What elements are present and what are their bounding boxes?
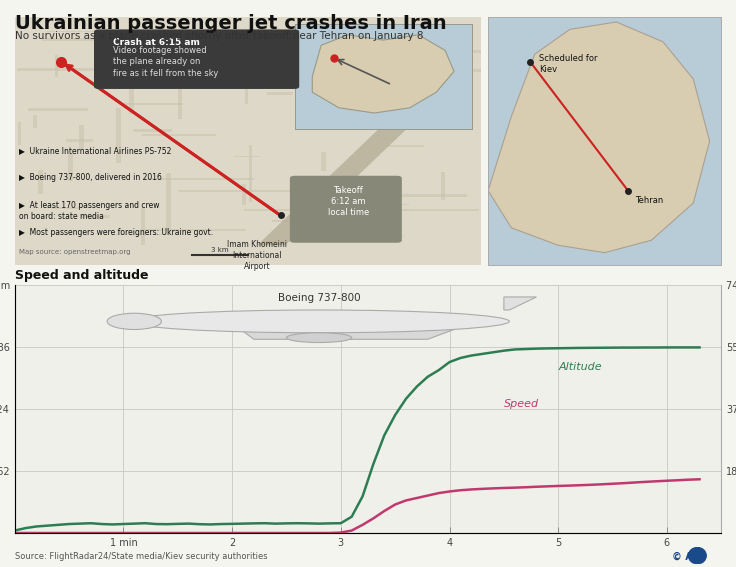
Bar: [66, 139, 93, 142]
Bar: [241, 184, 246, 205]
Bar: [377, 112, 439, 113]
Bar: [313, 44, 316, 92]
Polygon shape: [504, 297, 537, 310]
Text: Tehran: Tehran: [635, 196, 663, 205]
Text: Takeoff
6:12 am
local time: Takeoff 6:12 am local time: [328, 186, 369, 217]
Text: Altitude: Altitude: [558, 362, 602, 372]
Bar: [80, 215, 110, 218]
Bar: [352, 209, 479, 211]
Text: Crash at 6:15 am: Crash at 6:15 am: [113, 38, 199, 47]
Text: ▶  Ukraine International Airlines PS-752: ▶ Ukraine International Airlines PS-752: [19, 146, 171, 155]
FancyBboxPatch shape: [94, 29, 300, 89]
Bar: [234, 156, 261, 157]
Bar: [336, 12, 342, 64]
Text: Ukrainian passenger jet crashes in Iran: Ukrainian passenger jet crashes in Iran: [15, 14, 446, 33]
Bar: [334, 125, 447, 128]
Bar: [387, 145, 425, 147]
Bar: [141, 208, 145, 245]
Bar: [42, 38, 178, 41]
Bar: [250, 145, 252, 202]
Bar: [46, 31, 160, 32]
Bar: [414, 90, 417, 119]
Bar: [28, 108, 88, 111]
Polygon shape: [488, 22, 710, 253]
Bar: [409, 50, 502, 53]
Text: Scheduled for
Kiev: Scheduled for Kiev: [539, 54, 598, 74]
Bar: [110, 234, 168, 235]
Bar: [145, 177, 254, 180]
Text: ▶  At least 170 passengers and crew
on board: state media: ▶ At least 170 passengers and crew on bo…: [19, 201, 160, 221]
Text: Speed and altitude: Speed and altitude: [15, 269, 148, 282]
Polygon shape: [232, 323, 471, 339]
Text: © AFP: © AFP: [672, 551, 707, 561]
Ellipse shape: [129, 310, 509, 333]
Bar: [441, 172, 445, 200]
Bar: [124, 103, 183, 105]
FancyBboxPatch shape: [290, 176, 402, 243]
Text: No survivors as a plane crashed shortly after takeoff near Tehran on January 8: No survivors as a plane crashed shortly …: [15, 31, 423, 41]
Ellipse shape: [107, 313, 161, 329]
Text: 3 km: 3 km: [211, 247, 229, 253]
Circle shape: [689, 548, 707, 564]
Bar: [396, 194, 467, 197]
Bar: [38, 170, 43, 194]
Bar: [364, 204, 408, 205]
Bar: [177, 81, 182, 119]
Bar: [372, 46, 376, 64]
Polygon shape: [258, 111, 425, 245]
Bar: [206, 75, 252, 77]
Bar: [116, 108, 121, 163]
Text: Source: FlightRadar24/State media/Kiev security authorities: Source: FlightRadar24/State media/Kiev s…: [15, 552, 267, 561]
Bar: [143, 134, 216, 136]
Bar: [129, 74, 134, 113]
Bar: [17, 68, 123, 71]
Bar: [172, 38, 280, 40]
Bar: [143, 229, 246, 231]
Bar: [244, 209, 381, 211]
Bar: [18, 121, 21, 145]
Bar: [132, 129, 172, 132]
Bar: [321, 152, 326, 171]
Bar: [272, 219, 329, 222]
Bar: [54, 55, 58, 77]
Ellipse shape: [286, 333, 352, 342]
Text: Boeing 737-800: Boeing 737-800: [277, 294, 361, 303]
Bar: [339, 235, 403, 236]
Bar: [52, 207, 80, 209]
Bar: [33, 115, 38, 128]
Bar: [79, 125, 85, 150]
Text: Speed: Speed: [504, 399, 539, 409]
Bar: [263, 241, 358, 242]
Bar: [166, 173, 171, 229]
Bar: [178, 191, 298, 192]
Bar: [267, 92, 293, 95]
Bar: [68, 153, 74, 181]
Bar: [244, 44, 248, 104]
Text: ▶  Most passengers were foreigners: Ukraine govt.: ▶ Most passengers were foreigners: Ukrai…: [19, 228, 213, 237]
Text: Video footage showed
the plane already on
fire as it fell from the sky: Video footage showed the plane already o…: [113, 45, 218, 78]
Text: ▶  Boeing 737-800, delivered in 2016: ▶ Boeing 737-800, delivered in 2016: [19, 174, 162, 182]
Text: Map source: openstreetmap.org: Map source: openstreetmap.org: [19, 249, 131, 255]
Bar: [405, 70, 502, 72]
Text: Imam Khomeini
International
Airport: Imam Khomeini International Airport: [227, 240, 287, 272]
